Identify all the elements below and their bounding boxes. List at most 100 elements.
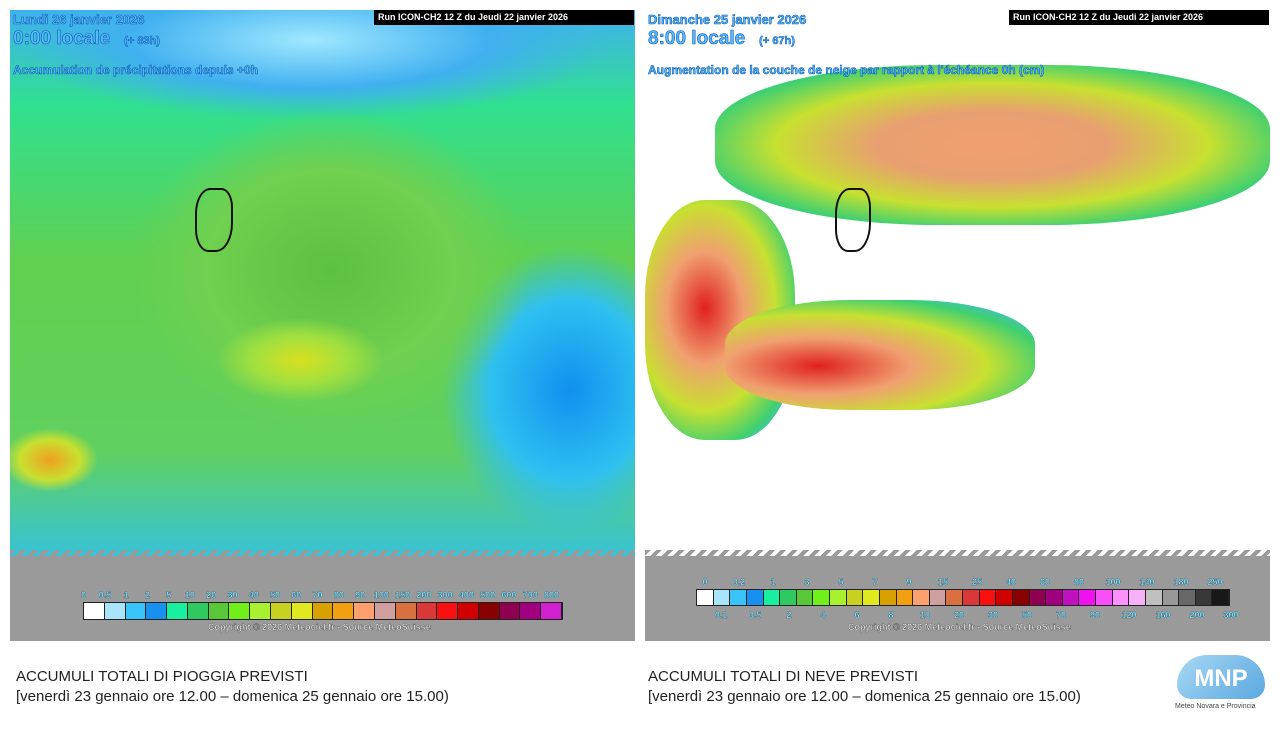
- snow-colorbar: [696, 589, 1230, 606]
- scale-label: 0.5: [748, 610, 762, 620]
- colorbar-swatch: [746, 590, 764, 605]
- scale-label: 90: [1089, 610, 1100, 620]
- colorbar-swatch: [437, 603, 459, 619]
- scale-label: 200: [416, 590, 432, 600]
- colorbar-swatch: [1079, 590, 1096, 605]
- legend-area: [10, 556, 635, 641]
- colorbar-swatch: [713, 590, 731, 605]
- colorbar-swatch: [84, 603, 105, 619]
- map-date: Dimanche 25 janvier 2026: [648, 12, 807, 28]
- colorbar-swatch: [146, 603, 168, 619]
- colorbar-swatch: [763, 590, 781, 605]
- snow-scale-labels-top: 0 0.2 1 3 5 7 9 15 25 40 60 80 100 140 180 250: [688, 577, 1232, 587]
- scale-label: 60: [291, 590, 302, 600]
- scale-label: 50: [1021, 610, 1032, 620]
- map-description: Accumulation de précipitations depuis +0…: [13, 63, 259, 78]
- colorbar-swatch: [250, 603, 272, 619]
- colorbar-swatch: [1096, 590, 1113, 605]
- snow-caption-period: [venerdì 23 gennaio ore 12.00 – domenica…: [648, 688, 1081, 705]
- rain-accumulation-map: Lundi 26 janvier 2026 0:00 locale (+ 83h)…: [10, 10, 635, 641]
- scale-label: 300: [437, 590, 453, 600]
- scale-label: 9: [906, 577, 912, 587]
- scale-label: 40: [1005, 577, 1016, 587]
- colorbar-swatch: [1195, 590, 1213, 605]
- scale-label: 250: [1207, 577, 1223, 587]
- scale-label: 10: [184, 590, 195, 600]
- colorbar-swatch: [1162, 590, 1180, 605]
- scale-label: 50: [270, 590, 281, 600]
- snow-area-apennines: [725, 300, 1035, 410]
- scale-label: 10: [919, 610, 930, 620]
- scale-label: 90: [355, 590, 366, 600]
- snow-accumulation-map: Dimanche 25 janvier 2026 8:00 locale (+ 6…: [645, 10, 1270, 641]
- snow-caption: ACCUMULI TOTALI DI NEVE PREVISTI [venerd…: [648, 667, 1081, 707]
- scale-label: 5: [838, 577, 844, 587]
- colorbar-swatch: [520, 603, 542, 619]
- scale-label: 15: [937, 577, 948, 587]
- colorbar-swatch: [478, 603, 500, 619]
- snow-scale-labels-bottom: 0.1 0.5 2 4 6 8 10 20 30 50 70 90 120 160 200 300: [704, 610, 1248, 620]
- scale-label: 25: [971, 577, 982, 587]
- colorbar-swatch: [1179, 590, 1196, 605]
- map-time: 0:00 locale (+ 83h): [13, 28, 161, 50]
- map-edge: [645, 550, 1270, 558]
- scale-label: 180: [1173, 577, 1189, 587]
- scale-label: 0: [81, 590, 87, 600]
- cloud-icon: [1177, 655, 1265, 699]
- scale-label: 6: [854, 610, 860, 620]
- scale-label: 30: [227, 590, 238, 600]
- rain-colorbar: [83, 602, 563, 620]
- run-label: Run ICON-CH2 12 Z du Jeudi 22 janvier 20…: [1009, 10, 1269, 25]
- colorbar-swatch: [291, 603, 313, 619]
- scale-label: 0.2: [732, 577, 746, 587]
- offset-label: (+ 83h): [124, 35, 160, 48]
- colorbar-swatch: [697, 590, 714, 605]
- colorbar-swatch: [846, 590, 864, 605]
- colorbar-swatch: [167, 603, 188, 619]
- scale-label: 100: [1105, 577, 1121, 587]
- rain-caption-period: [venerdì 23 gennaio ore 12.00 – domenica…: [16, 688, 449, 705]
- scale-label: 120: [1121, 610, 1137, 620]
- map-edge: [10, 550, 635, 558]
- scale-label: 20: [953, 610, 964, 620]
- colorbar-swatch: [1145, 590, 1163, 605]
- scale-label: 1: [123, 590, 129, 600]
- scale-label: 30: [987, 610, 998, 620]
- colorbar-swatch: [333, 603, 355, 619]
- colorbar-swatch: [416, 603, 438, 619]
- colorbar-swatch: [374, 603, 396, 619]
- colorbar-swatch: [1046, 590, 1063, 605]
- colorbar-swatch: [830, 590, 847, 605]
- colorbar-swatch: [541, 603, 562, 619]
- colorbar-swatch: [125, 603, 147, 619]
- scale-label: 0.1: [714, 610, 728, 620]
- colorbar-swatch: [187, 603, 209, 619]
- colorbar-swatch: [312, 603, 334, 619]
- scale-label: 80: [333, 590, 344, 600]
- colorbar-swatch: [1012, 590, 1030, 605]
- map-date: Lundi 26 janvier 2026: [13, 12, 145, 28]
- scale-label: 600: [501, 590, 517, 600]
- map-time: 8:00 locale (+ 67h): [648, 28, 796, 50]
- colorbar-swatch: [104, 603, 126, 619]
- scale-label: 700: [522, 590, 538, 600]
- province-outline: [195, 188, 233, 252]
- scale-label: 70: [1055, 610, 1066, 620]
- colorbar-swatch: [1212, 590, 1229, 605]
- logo-subtitle: Meteo Novara e Provincia: [1175, 703, 1256, 710]
- colorbar-swatch: [796, 590, 814, 605]
- colorbar-swatch: [946, 590, 963, 605]
- scale-label: 1: [770, 577, 776, 587]
- run-label: Run ICON-CH2 12 Z du Jeudi 22 janvier 20…: [374, 10, 634, 25]
- colorbar-swatch: [271, 603, 292, 619]
- scale-label: 100: [373, 590, 389, 600]
- scale-label: 3: [804, 577, 810, 587]
- logo-text: MNP: [1194, 665, 1248, 692]
- copyright: Copyright © 2026 Meteociel.fr - Source M…: [848, 622, 1071, 632]
- scale-label: 0.5: [98, 590, 112, 600]
- scale-label: 800: [543, 590, 559, 600]
- colorbar-swatch: [813, 590, 830, 605]
- scale-label: 20: [206, 590, 217, 600]
- colorbar-swatch: [458, 603, 479, 619]
- rain-caption-title: ACCUMULI TOTALI DI PIOGGIA PREVISTI: [16, 668, 308, 685]
